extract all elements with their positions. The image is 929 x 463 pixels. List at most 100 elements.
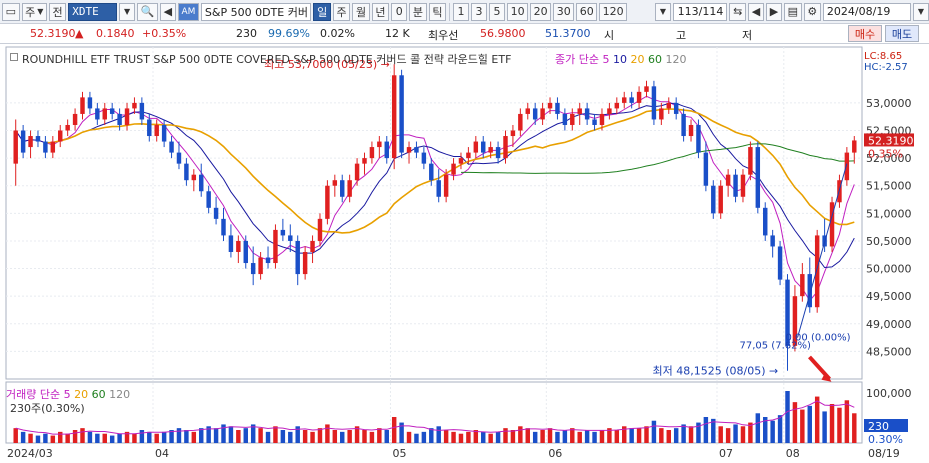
volume-bar <box>555 431 560 443</box>
candle-body <box>377 141 382 148</box>
period-tick-button[interactable]: 틱 <box>428 2 447 21</box>
high-column-label: 고 <box>676 29 687 42</box>
candle-body <box>785 279 790 346</box>
period-month-button[interactable]: 월 <box>352 2 370 21</box>
candle-body <box>703 152 709 186</box>
interval-120-button[interactable]: 120 <box>599 2 627 21</box>
turnover-value: 0.02% <box>320 27 355 40</box>
interval-3-button[interactable]: 3 <box>471 2 488 21</box>
name-field[interactable]: S&P 500 0DTE 커버 <box>200 2 312 21</box>
candle-body <box>406 147 412 153</box>
volume-legend: 거래량 단순 5 20 60 120 <box>6 386 130 402</box>
candle-body <box>443 174 449 197</box>
candle-body <box>80 97 85 114</box>
period-week2-button[interactable]: 주 <box>332 2 351 21</box>
y-tick-label: 49,5000 <box>866 290 912 303</box>
save-icon[interactable]: ▤ <box>783 2 802 21</box>
info-bar: 52.3190 ▲ 0.1840 +0.35% 230 99.69% 0.02%… <box>0 24 929 44</box>
sell-button[interactable]: 매도 <box>885 25 919 42</box>
candle-body <box>191 174 197 181</box>
candle-body <box>755 147 761 208</box>
candle-body <box>147 119 152 137</box>
toolbar: ▭ 주 ▼ 전 XDTE ▼ 🔍 ◀ AM S&P 500 0DTE 커버 일 주… <box>0 0 929 24</box>
period-minute-button[interactable]: 분 <box>409 2 427 21</box>
volume-bar <box>236 430 241 443</box>
volume-tag-label: 230 <box>868 420 889 433</box>
candle-body <box>436 180 441 197</box>
period-year-button[interactable]: 년 <box>371 2 390 21</box>
volume-bar <box>280 430 286 443</box>
candle-body <box>510 130 516 137</box>
volume-bar <box>436 426 441 443</box>
candle-body <box>688 124 694 137</box>
interval-dropdown-icon[interactable]: ▼ <box>654 2 671 21</box>
interval-20-button[interactable]: 20 <box>530 2 552 21</box>
interval-10-button[interactable]: 10 <box>507 2 529 21</box>
candle-body <box>636 91 642 103</box>
candle-body <box>770 235 775 247</box>
price-chart[interactable]: 53,000052,500052,000051,500051,000050,50… <box>0 45 929 463</box>
volume-bar <box>95 433 100 443</box>
speaker-icon[interactable]: ◀ <box>159 2 176 21</box>
gear-icon[interactable]: ⚙ <box>803 2 821 21</box>
volume-bar <box>221 424 226 443</box>
low-column-label: 저 <box>742 29 753 42</box>
sync-icon[interactable]: ⇆ <box>729 2 746 21</box>
search-icon[interactable]: 🔍 <box>137 2 158 21</box>
interval-30-button[interactable]: 30 <box>553 2 575 21</box>
period-day-button[interactable]: 일 <box>313 2 331 21</box>
candle-body <box>547 102 553 109</box>
volume-bar <box>414 433 419 443</box>
interval-1-button[interactable]: 1 <box>453 2 470 21</box>
chart-menu-icon[interactable] <box>10 53 18 61</box>
date-field[interactable]: 2024/08/19 <box>822 2 911 21</box>
candle-body <box>228 235 234 252</box>
candle-body <box>288 235 293 241</box>
candle-body <box>280 229 286 236</box>
count-field[interactable]: 113/114 <box>672 2 728 21</box>
volume-bar <box>288 431 293 443</box>
volume-bar <box>124 431 130 443</box>
buy-button[interactable]: 매수 <box>848 25 882 42</box>
candle-body <box>161 124 167 142</box>
volume-bar <box>651 420 657 443</box>
mid-annotation: 77,05 (7.62%) <box>740 341 811 352</box>
volume-bar <box>785 391 790 443</box>
candle-body <box>829 202 835 247</box>
scroll-right-icon[interactable]: ▶ <box>765 2 782 21</box>
volume-bar <box>377 428 382 443</box>
period-zero-button[interactable]: 0 <box>391 2 408 21</box>
volume-bar <box>510 430 516 443</box>
volume-bar <box>614 430 620 443</box>
chart-area[interactable]: 53,0000 52,5000 52,0000 51,5000 51,0000 50,50… <box>0 45 929 463</box>
code-dropdown-icon[interactable]: ▼ <box>119 2 136 21</box>
volume-bar <box>132 433 137 443</box>
volume-bar <box>584 430 590 443</box>
volume-bar <box>488 433 493 443</box>
volume-bar <box>43 433 48 443</box>
scroll-left-icon[interactable]: ◀ <box>747 2 764 21</box>
volume-bar <box>65 433 70 443</box>
volume-bar <box>822 411 827 443</box>
interval-60-button[interactable]: 60 <box>576 2 598 21</box>
volume-tag-box <box>864 419 908 432</box>
volume-bar <box>800 409 805 443</box>
layout-icon[interactable]: ▭ <box>2 2 20 21</box>
candle-body <box>102 108 107 120</box>
candle-body <box>20 130 26 153</box>
volume-bar <box>384 430 389 443</box>
volume-bar <box>577 431 582 443</box>
calendar-icon[interactable]: ▼ <box>913 2 929 21</box>
period-week-button[interactable]: 주 ▼ <box>21 2 47 21</box>
candle-body <box>199 174 204 192</box>
interval-5-button[interactable]: 5 <box>489 2 506 21</box>
volume-bar <box>250 424 256 443</box>
code-input[interactable]: XDTE <box>68 2 118 21</box>
candle-body <box>577 108 582 114</box>
ma-legend-label: 종가 단순 <box>555 53 599 66</box>
volume-bar <box>607 428 612 443</box>
price-pct-label: 0.35% <box>868 147 903 160</box>
candle-body <box>451 163 456 175</box>
prev-button[interactable]: 전 <box>48 2 67 21</box>
candle-body <box>629 97 634 103</box>
